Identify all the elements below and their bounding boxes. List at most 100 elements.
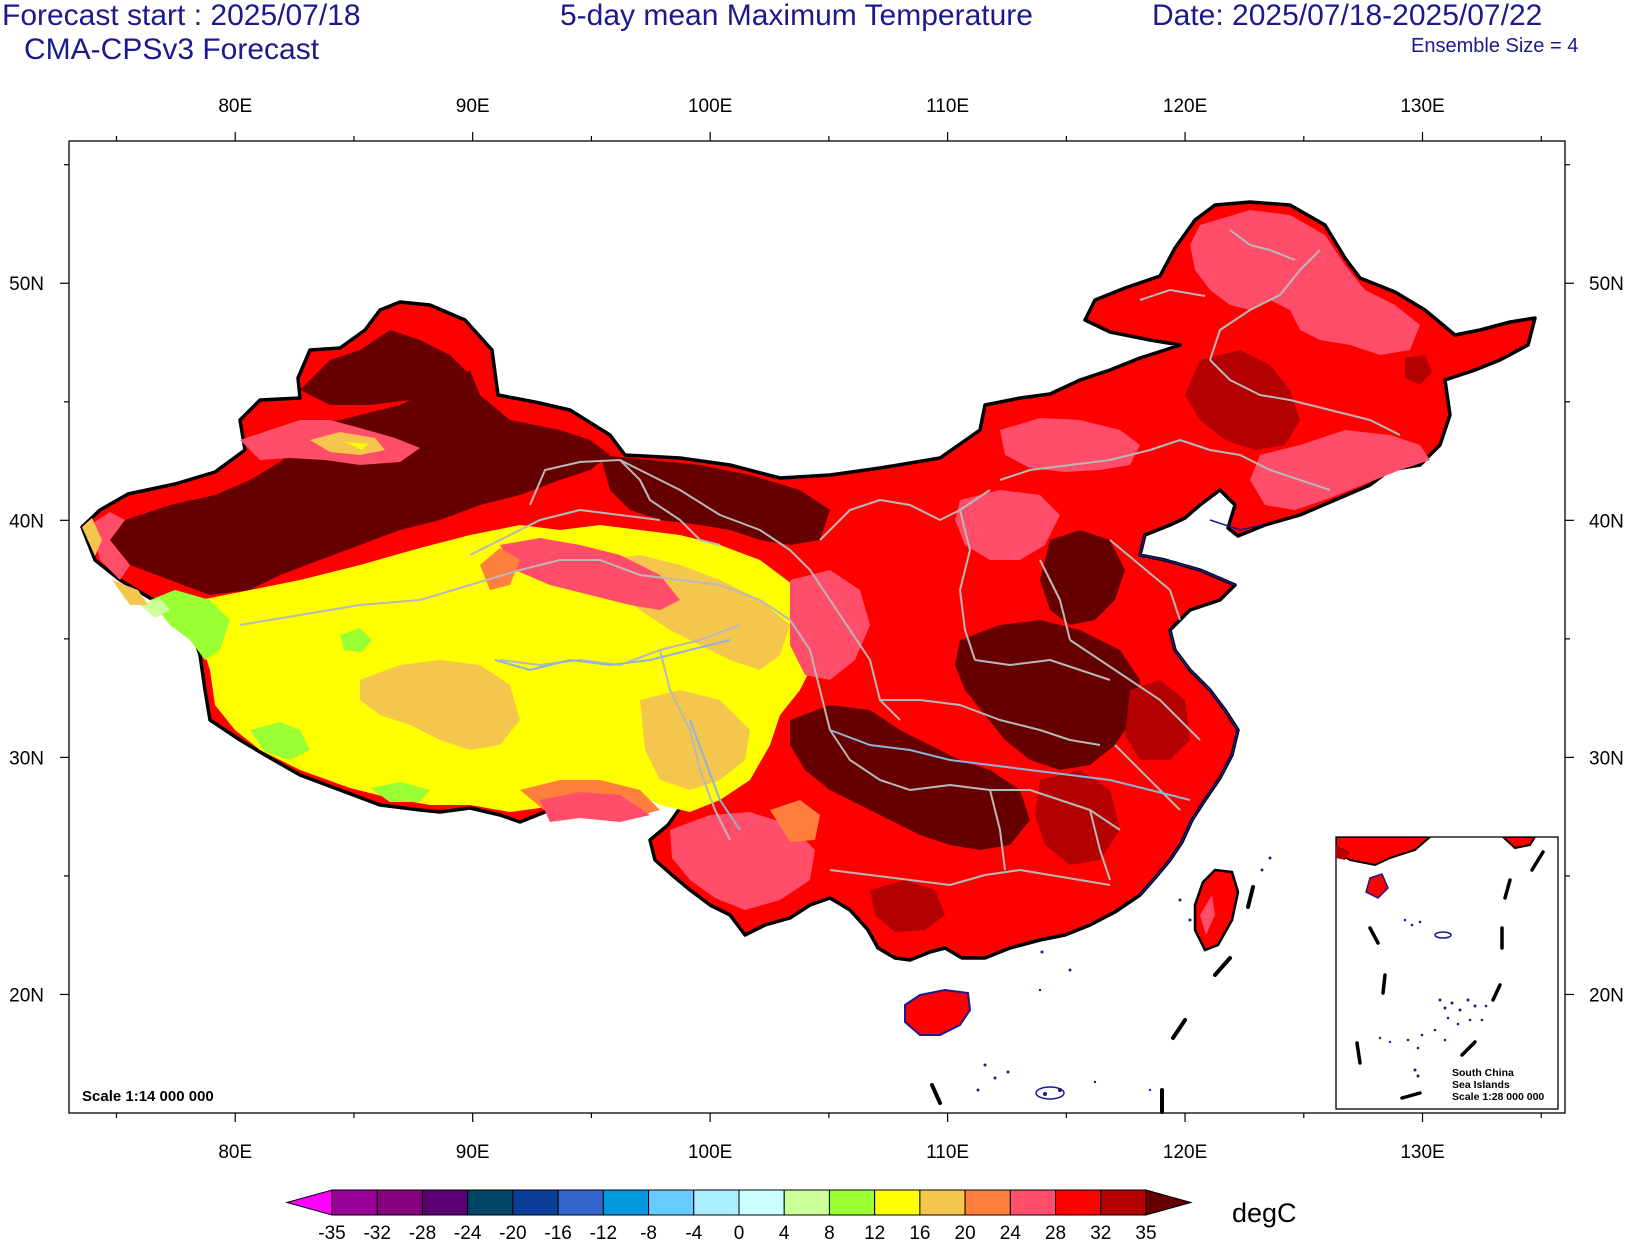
colorbar-box xyxy=(783,1189,830,1216)
temperature-field xyxy=(80,200,1537,1036)
lat-label-right: 30N xyxy=(1589,748,1624,769)
colorbar-box xyxy=(512,1189,559,1216)
lon-label-bottom: 100E xyxy=(688,1142,732,1163)
lon-label-top: 110E xyxy=(926,96,969,117)
south-tibet-green xyxy=(370,782,430,802)
colorbar-label: 32 xyxy=(1090,1223,1111,1241)
qaidam-pink-zone xyxy=(500,538,680,610)
yunnan-pink-zone xyxy=(670,812,815,910)
inset-caption: South China Sea Islands Scale 1:28 000 0… xyxy=(1452,1067,1544,1103)
colorbar-box xyxy=(919,1189,966,1216)
hainan-island xyxy=(904,988,972,1036)
colorbar-box xyxy=(693,1189,740,1216)
inner-mongolia-pink xyxy=(1000,418,1140,472)
lon-label-top: 80E xyxy=(218,96,252,117)
colorbar-label: -28 xyxy=(409,1223,436,1241)
colorbar-box xyxy=(602,1189,650,1216)
lon-label-bottom: 90E xyxy=(456,1142,490,1163)
tibet-tan-patch-3 xyxy=(640,690,750,790)
colorbar-box xyxy=(1100,1189,1147,1216)
colorbar-label: -32 xyxy=(363,1223,390,1241)
colorbar-label: -35 xyxy=(318,1223,345,1241)
lon-label-bottom: 80E xyxy=(218,1142,252,1163)
lat-label-left: 50N xyxy=(9,274,44,295)
northeast-dark-red xyxy=(1185,350,1300,450)
dzungaria-hot-zone xyxy=(300,330,470,405)
tibet-south-red xyxy=(540,792,650,822)
colorbar-box xyxy=(421,1189,469,1216)
tianshan-cool xyxy=(310,432,385,455)
colorbar-box xyxy=(467,1189,514,1216)
colorbar-high-arrow xyxy=(1145,1189,1193,1216)
colorbar-box xyxy=(376,1189,423,1216)
north-pink-zone xyxy=(955,490,1060,560)
colorbar-label: -24 xyxy=(454,1223,482,1241)
colorbar-label: 35 xyxy=(1135,1223,1156,1241)
lon-label-top: 130E xyxy=(1400,96,1444,117)
central-china-hot-zone xyxy=(955,620,1140,770)
colorbar-box xyxy=(1055,1189,1102,1216)
model-label: CMA-CPSv3 Forecast xyxy=(24,33,320,66)
colorbar-box xyxy=(1009,1189,1057,1216)
date-range-label: Date: 2025/07/18-2025/07/22 xyxy=(1152,0,1543,32)
colorbar-box xyxy=(874,1189,921,1216)
colorbar-label: 0 xyxy=(734,1223,745,1241)
colorbar-box xyxy=(557,1189,604,1216)
colorbar-label: -4 xyxy=(685,1223,702,1241)
northeast-pink-zone xyxy=(1190,210,1420,355)
colorbar-label: 24 xyxy=(1000,1223,1022,1241)
lat-label-left: 20N xyxy=(9,985,44,1006)
taiwan-pink-zone xyxy=(1200,895,1215,935)
latitude-ticks: 20N 20N 30N 30N 40N 40N 50N 50N xyxy=(9,164,1624,1006)
west-tibet-light-green xyxy=(140,598,170,618)
guangxi-hot-zone xyxy=(870,880,945,932)
longitude-ticks: 80E 80E 90E 90E 100E 100E 110E 110E 120E 120E 130E… xyxy=(115,96,1542,1163)
colorbar-label: -12 xyxy=(590,1223,617,1241)
kashgar-tan xyxy=(82,518,102,556)
colorbar-box xyxy=(331,1189,378,1216)
rivers xyxy=(494,639,1191,831)
colorbar-low-arrow xyxy=(285,1189,333,1216)
ensemble-size-label: Ensemble Size = 4 xyxy=(1411,35,1579,57)
colorbar-label: 8 xyxy=(824,1223,835,1241)
lat-label-right: 40N xyxy=(1589,511,1624,532)
west-tibet-green xyxy=(150,590,230,660)
colorbar-label: 28 xyxy=(1045,1223,1066,1241)
colorbar-box xyxy=(964,1189,1011,1216)
kashgar-warm xyxy=(90,512,130,580)
kashgar-tan-2 xyxy=(112,580,148,605)
colorbar-label: -20 xyxy=(499,1223,526,1241)
colorbar-box xyxy=(738,1189,785,1216)
province-borders xyxy=(239,229,1401,886)
dash-line xyxy=(930,885,1255,1114)
reef-outline xyxy=(1035,1086,1065,1100)
tianshan-core xyxy=(345,442,368,450)
colorbar-label: -8 xyxy=(640,1223,657,1241)
inset-caption-line1: South China xyxy=(1452,1067,1514,1079)
colorbar-unit: degC xyxy=(1232,1198,1297,1228)
southwest-tibet-green xyxy=(250,722,310,760)
coastline xyxy=(1139,519,1263,896)
lon-label-top: 90E xyxy=(456,96,490,117)
colorbar-label: 4 xyxy=(779,1223,790,1241)
scale-note: Scale 1:14 000 000 xyxy=(82,1088,214,1105)
sichuan-hot-zone xyxy=(790,705,1030,850)
colorbar-label: 12 xyxy=(864,1223,885,1241)
colorbar-label: -16 xyxy=(544,1223,571,1241)
chart-title: 5-day mean Maximum Temperature xyxy=(560,0,1033,32)
lon-label-bottom: 110E xyxy=(926,1142,969,1163)
colorbar-box xyxy=(828,1189,876,1216)
forecast-start-label: Forecast start : 2025/07/18 xyxy=(2,0,361,32)
inset-caption-line3: Scale 1:28 000 000 xyxy=(1452,1091,1545,1103)
lat-label-right: 20N xyxy=(1589,985,1624,1006)
lon-label-bottom: 120E xyxy=(1163,1142,1207,1163)
central-dark-red-ring xyxy=(1125,680,1190,760)
northeast-pink-zone-2 xyxy=(1250,430,1430,510)
colorbar-label: 16 xyxy=(909,1223,930,1241)
xinjiang-hot-zone xyxy=(105,370,610,595)
colorbar-box xyxy=(648,1189,695,1216)
gansu-hot-zone xyxy=(600,455,830,545)
northeast-dark-red-2 xyxy=(1405,355,1432,385)
lat-label-left: 30N xyxy=(9,748,44,769)
